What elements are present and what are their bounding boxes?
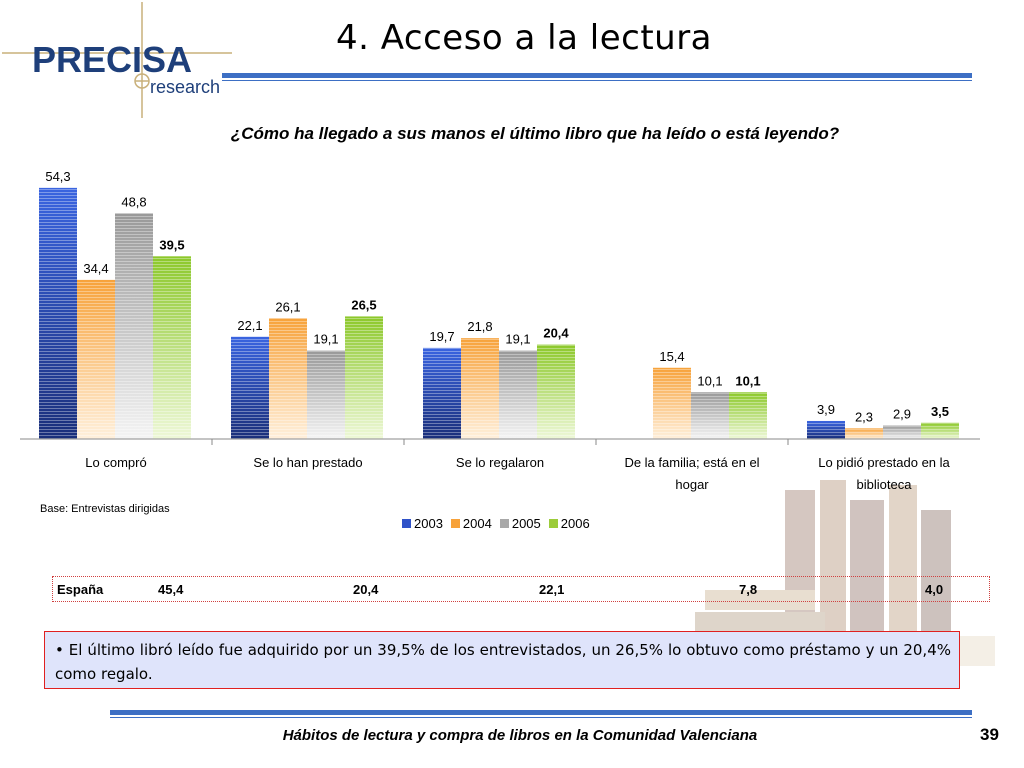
- page-number: 39: [980, 725, 999, 744]
- bar-texture: [39, 187, 77, 439]
- spain-value: 7,8: [739, 582, 758, 597]
- category-label: De la familia; está en el: [624, 455, 759, 470]
- category-label: hogar: [675, 477, 709, 492]
- category-label: Se lo han prestado: [253, 455, 362, 470]
- bar-texture: [345, 316, 383, 439]
- bar-texture: [691, 392, 729, 439]
- legend-label: 2006: [560, 516, 590, 531]
- data-label: 10,1: [697, 373, 722, 388]
- bar-texture: [921, 422, 959, 439]
- bar-texture: [153, 256, 191, 439]
- data-label: 19,7: [429, 329, 454, 344]
- category-label: Se lo regalaron: [456, 455, 544, 470]
- legend-swatch: [499, 519, 509, 528]
- data-label: 48,8: [121, 194, 146, 209]
- bar-chart: 54,3 34,4 48,8 39,5 22,1 26,1 19,1 26,5 19,7 21,8…: [20, 169, 980, 492]
- bar-texture: [77, 279, 115, 439]
- spain-row: España 45,4 20,4 22,1 7,8 4,0: [52, 576, 990, 602]
- header-rule-thin: [222, 80, 972, 81]
- header-rule: [222, 73, 972, 78]
- summary-box: • El último libró leído fue adquirido po…: [44, 631, 960, 689]
- spain-label: España: [57, 582, 104, 597]
- data-label: 20,4: [543, 326, 569, 341]
- category-label: Lo pidió prestado en la: [818, 455, 950, 470]
- slide-title: 4. Acceso a la lectura: [336, 18, 713, 58]
- data-label: 54,3: [45, 169, 70, 184]
- legend-swatch: [450, 519, 460, 528]
- legend-item-2006: 2006: [548, 516, 590, 531]
- data-label: 26,5: [351, 297, 376, 312]
- footer-text: Hábitos de lectura y compra de libros en…: [282, 727, 758, 744]
- data-label: 3,9: [817, 402, 835, 417]
- precisa-logo: PRECISA research: [2, 2, 232, 118]
- logo-sub-text: research: [150, 77, 220, 97]
- chart-legend: 2003 2004 2005 2006: [402, 516, 590, 531]
- bar-texture: [269, 318, 307, 439]
- legend-swatch: [548, 519, 558, 528]
- data-label: 19,1: [505, 332, 530, 347]
- bar-texture: [653, 367, 691, 439]
- legend-label: 2005: [511, 516, 541, 531]
- data-label: 21,8: [467, 319, 492, 334]
- category-label: biblioteca: [857, 477, 913, 492]
- bar-texture: [845, 428, 883, 439]
- logo-brand-text: PRECISA: [32, 39, 192, 80]
- bar-texture: [231, 336, 269, 439]
- category-label: Lo compró: [85, 455, 146, 470]
- bar-texture: [499, 350, 537, 439]
- legend-label: 2004: [462, 516, 492, 531]
- data-label: 19,1: [313, 332, 338, 347]
- data-label: 15,4: [659, 349, 684, 364]
- bar-texture: [883, 425, 921, 439]
- data-label: 10,1: [735, 373, 760, 388]
- footer-rule: [110, 710, 972, 715]
- data-label: 3,5: [931, 404, 949, 419]
- chart-title: ¿Cómo ha llegado a sus manos el último l…: [230, 124, 840, 143]
- data-label: 22,1: [237, 318, 262, 333]
- data-label: 2,9: [893, 407, 911, 422]
- bar-texture: [461, 338, 499, 439]
- legend-label: 2003: [414, 516, 443, 531]
- spain-value: 4,0: [925, 582, 944, 597]
- bar-texture: [729, 392, 767, 439]
- bar-texture: [537, 344, 575, 439]
- spain-value: 20,4: [353, 582, 379, 597]
- spain-value: 45,4: [158, 582, 184, 597]
- legend-item-2003: 2003: [402, 516, 443, 531]
- bar-texture: [807, 420, 845, 439]
- base-note: Base: Entrevistas dirigidas: [40, 503, 170, 515]
- data-label: 39,5: [159, 237, 184, 252]
- legend-item-2005: 2005: [499, 516, 541, 531]
- bar-texture: [307, 350, 345, 439]
- data-label: 26,1: [275, 299, 300, 314]
- bar-texture: [423, 347, 461, 439]
- footer-rule-thin: [110, 717, 972, 718]
- legend-swatch: [402, 519, 411, 528]
- data-label: 2,3: [855, 409, 873, 424]
- legend-item-2004: 2004: [450, 516, 492, 531]
- bar-texture: [115, 213, 153, 439]
- spain-value: 22,1: [539, 582, 565, 597]
- data-label: 34,4: [83, 261, 108, 276]
